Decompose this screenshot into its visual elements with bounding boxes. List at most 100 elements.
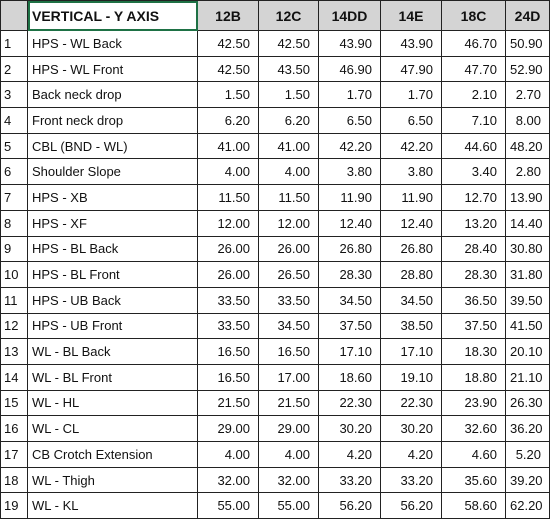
measurement-value: 31.80: [505, 261, 550, 288]
row-number: 9: [0, 235, 28, 263]
measurement-name: WL - BL Back: [27, 338, 198, 365]
measurement-value: 55.00: [197, 492, 259, 520]
measurement-value: 47.90: [380, 55, 442, 83]
measurement-value: 43.90: [380, 30, 442, 57]
measurement-value: 18.60: [318, 363, 381, 391]
measurement-value: 19.10: [380, 363, 442, 391]
table-row: 10 HPS - BL Front 26.00 26.50 28.30 28.80 28.3…: [0, 261, 550, 288]
row-number: 2: [0, 55, 28, 83]
measurement-name: HPS - XF: [27, 209, 198, 237]
table-row: 4 Front neck drop 6.20 6.20 6.50 6.50 7.10 8.00: [0, 107, 550, 134]
measurement-value: 4.00: [197, 441, 259, 468]
row-number: 6: [0, 158, 28, 186]
table-row: 3 Back neck drop 1.50 1.50 1.70 1.70 2.10 2.70: [0, 81, 550, 109]
measurement-value: 33.50: [197, 286, 259, 314]
measurement-value: 62.20: [505, 492, 550, 520]
measurement-value: 4.20: [318, 441, 381, 468]
measurement-value: 41.50: [505, 312, 550, 340]
measurement-value: 38.50: [380, 312, 442, 340]
table-row: 16 WL - CL 29.00 29.00 30.20 30.20 32.60 36.20: [0, 415, 550, 442]
measurement-value: 28.30: [441, 261, 506, 288]
measurement-value: 16.50: [258, 338, 319, 365]
measurement-value: 16.50: [197, 338, 259, 365]
header-size: 14DD: [318, 0, 381, 31]
table-row: 8 HPS - XF 12.00 12.00 12.40 12.40 13.20 14.40: [0, 209, 550, 237]
measurement-value: 18.80: [441, 363, 506, 391]
header-row: VERTICAL - Y AXIS 12B 12C 14DD 14E 18C 24D: [0, 0, 550, 31]
table-row: 12 HPS - UB Front 33.50 34.50 37.50 38.50 37.5…: [0, 312, 550, 340]
row-number: 7: [0, 184, 28, 211]
measurement-value: 4.60: [441, 441, 506, 468]
measurement-value: 42.20: [318, 132, 381, 160]
measurement-name: HPS - BL Front: [27, 261, 198, 288]
table-row: 5 CBL (BND - WL) 41.00 41.00 42.20 42.20 44.60…: [0, 132, 550, 160]
measurement-value: 26.00: [197, 261, 259, 288]
table-row: 7 HPS - XB 11.50 11.50 11.90 11.90 12.70 13.90: [0, 184, 550, 211]
measurement-value: 28.40: [441, 235, 506, 263]
measurement-name: HPS - WL Front: [27, 55, 198, 83]
row-number: 8: [0, 209, 28, 237]
measurement-value: 6.20: [258, 107, 319, 134]
row-number: 4: [0, 107, 28, 134]
measurement-value: 17.10: [380, 338, 442, 365]
measurement-value: 22.30: [318, 389, 381, 417]
measurement-value: 21.50: [258, 389, 319, 417]
header-size: 18C: [441, 0, 506, 31]
measurement-value: 3.80: [318, 158, 381, 186]
measurement-value: 42.20: [380, 132, 442, 160]
measurement-value: 56.20: [380, 492, 442, 520]
measurement-value: 39.20: [505, 466, 550, 494]
corner-cell: [0, 0, 28, 31]
measurement-value: 18.30: [441, 338, 506, 365]
measurement-value: 13.90: [505, 184, 550, 211]
measurement-value: 32.60: [441, 415, 506, 442]
row-number: 16: [0, 415, 28, 442]
measurement-value: 28.30: [318, 261, 381, 288]
table-row: 18 WL - Thigh 32.00 32.00 33.20 33.20 35.60 39.…: [0, 466, 550, 494]
measurement-value: 42.50: [197, 55, 259, 83]
measurement-value: 29.00: [258, 415, 319, 442]
measurement-value: 12.00: [258, 209, 319, 237]
measurement-value: 33.50: [197, 312, 259, 340]
measurement-value: 11.90: [380, 184, 442, 211]
measurement-value: 26.00: [258, 235, 319, 263]
measurement-value: 34.50: [318, 286, 381, 314]
measurement-value: 42.50: [197, 30, 259, 57]
row-number: 12: [0, 312, 28, 340]
table-row: 9 HPS - BL Back 26.00 26.00 26.80 26.80 28.40 3…: [0, 235, 550, 263]
measurement-value: 43.90: [318, 30, 381, 57]
measurement-name: WL - CL: [27, 415, 198, 442]
measurement-value: 33.20: [318, 466, 381, 494]
measurement-value: 32.00: [197, 466, 259, 494]
measurement-value: 20.10: [505, 338, 550, 365]
measurement-name: HPS - UB Back: [27, 286, 198, 314]
measurement-name: Shoulder Slope: [27, 158, 198, 186]
measurement-value: 21.50: [197, 389, 259, 417]
table-row: 19 WL - KL 55.00 55.00 56.20 56.20 58.60 62.20: [0, 492, 550, 520]
measurement-value: 34.50: [380, 286, 442, 314]
row-number: 13: [0, 338, 28, 365]
measurement-value: 36.20: [505, 415, 550, 442]
measurement-value: 48.20: [505, 132, 550, 160]
measurement-value: 35.60: [441, 466, 506, 494]
measurement-value: 44.60: [441, 132, 506, 160]
measurement-name: HPS - BL Back: [27, 235, 198, 263]
measurement-name: WL - HL: [27, 389, 198, 417]
measurement-value: 21.10: [505, 363, 550, 391]
measurement-value: 4.00: [258, 441, 319, 468]
measurement-value: 2.70: [505, 81, 550, 109]
row-number: 19: [0, 492, 28, 520]
measurement-name: WL - Thigh: [27, 466, 198, 494]
table-row: 1 HPS - WL Back 42.50 42.50 43.90 43.90 46.70 5…: [0, 30, 550, 57]
measurement-value: 26.00: [197, 235, 259, 263]
measurement-value: 5.20: [505, 441, 550, 468]
measurement-value: 30.20: [318, 415, 381, 442]
measurement-name: HPS - UB Front: [27, 312, 198, 340]
header-size: 14E: [380, 0, 442, 31]
row-number: 3: [0, 81, 28, 109]
measurement-value: 50.90: [505, 30, 550, 57]
measurement-value: 1.50: [197, 81, 259, 109]
table-row: 13 WL - BL Back 16.50 16.50 17.10 17.10 18.30 2…: [0, 338, 550, 365]
measurement-value: 37.50: [441, 312, 506, 340]
